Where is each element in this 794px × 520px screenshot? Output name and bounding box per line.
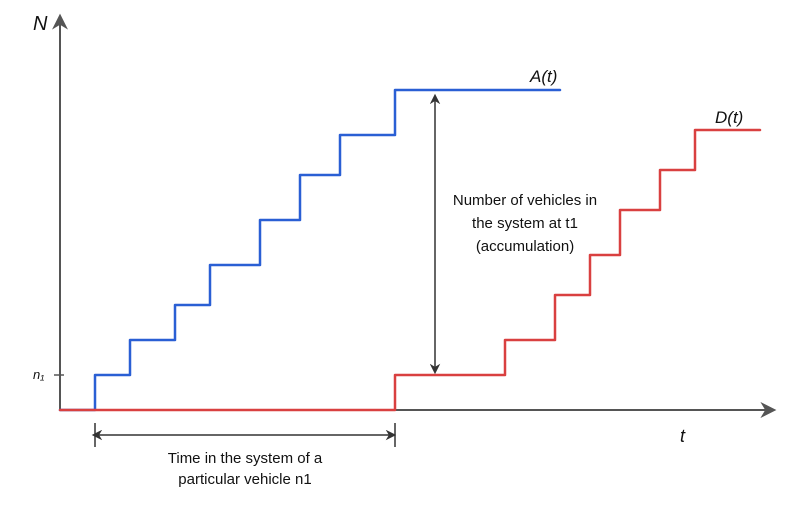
n1-label: n₁ (33, 367, 44, 382)
horiz-annotation-line2: particular vehicle n1 (178, 471, 311, 488)
queue-diagram-svg: N t n₁ A(t) D(t) Time in the system of a… (0, 0, 794, 520)
x-axis-label: t (680, 426, 686, 446)
departure-curve (60, 130, 760, 410)
arrival-label: A(t) (529, 67, 557, 86)
horiz-annotation-line1: Time in the system of a (168, 450, 323, 467)
vert-annotation-line2: the system at t1 (472, 215, 578, 232)
vert-annotation-line3: (accumulation) (476, 238, 574, 255)
y-axis-label: N (33, 13, 48, 35)
diagram-canvas: N t n₁ A(t) D(t) Time in the system of a… (0, 0, 794, 520)
vert-annotation-line1: Number of vehicles in (453, 192, 597, 209)
departure-label: D(t) (715, 108, 743, 127)
